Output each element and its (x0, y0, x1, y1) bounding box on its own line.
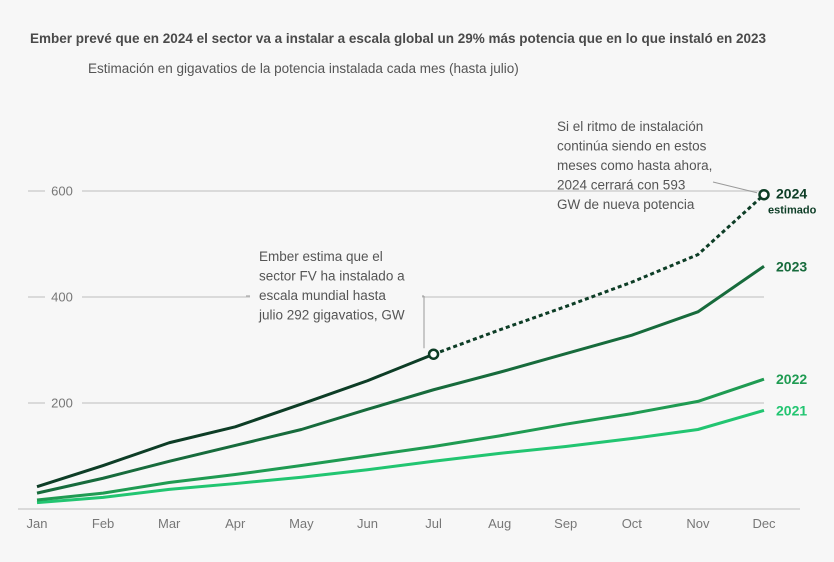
annotation-text-line: 2024 cerrará con 593 (557, 178, 685, 193)
series-line-2024 (36, 352, 435, 489)
annotation-connector (712, 181, 758, 194)
x-tick-label: Oct (622, 516, 643, 531)
x-tick-label: Sep (554, 516, 577, 531)
series-label-2023: 2023 (776, 258, 807, 274)
x-tick-label: Aug (488, 516, 511, 531)
x-tick-label: Jan (27, 516, 48, 531)
y-tick-label: 600 (51, 184, 73, 199)
annotation-text-line: julio 292 gigavatios, GW (258, 308, 405, 323)
data-point-marker (427, 348, 440, 360)
x-tick-label: Apr (225, 516, 246, 531)
x-tick-label: May (289, 516, 314, 531)
x-tick-label: Jul (425, 516, 442, 531)
series-line-2024-projection (433, 193, 766, 356)
x-tick-label: Dec (752, 516, 776, 531)
annotation-text-line: escala mundial hasta (259, 288, 386, 303)
data-point-marker (758, 188, 770, 201)
chart-title: Ember prevé que en 2024 el sector va a i… (30, 31, 767, 46)
x-tick-label: Mar (158, 516, 181, 531)
y-tick-label: 200 (51, 396, 73, 411)
annotation-text-line: Ember estima que el (259, 249, 383, 264)
series-label-2022: 2022 (776, 371, 807, 387)
x-tick-label: Nov (686, 516, 710, 531)
y-tick-label: 400 (51, 290, 73, 305)
annotation-text-line: Si el ritmo de instalación (557, 119, 703, 134)
series-label-2024: 2024 (776, 186, 807, 202)
series-line-2022 (36, 377, 765, 502)
annotation-background (250, 245, 422, 323)
x-tick-label: Feb (92, 516, 114, 531)
series-line-2023 (36, 265, 765, 495)
annotation-text-line: meses como hasta ahora, (557, 158, 712, 173)
annotation-text-line: GW de nueva potencia (557, 197, 695, 212)
annotation-text-line: continúa siendo en estos (557, 139, 707, 154)
series-label-2021: 2021 (776, 402, 807, 418)
annotation-text-line: sector FV ha instalado a (259, 269, 405, 284)
x-tick-label: Jun (357, 516, 378, 531)
series-line-2021 (36, 408, 765, 505)
series-sublabel: estimado (768, 205, 817, 217)
chart-subtitle: Estimación en gigavatios de la potencia … (88, 61, 519, 76)
